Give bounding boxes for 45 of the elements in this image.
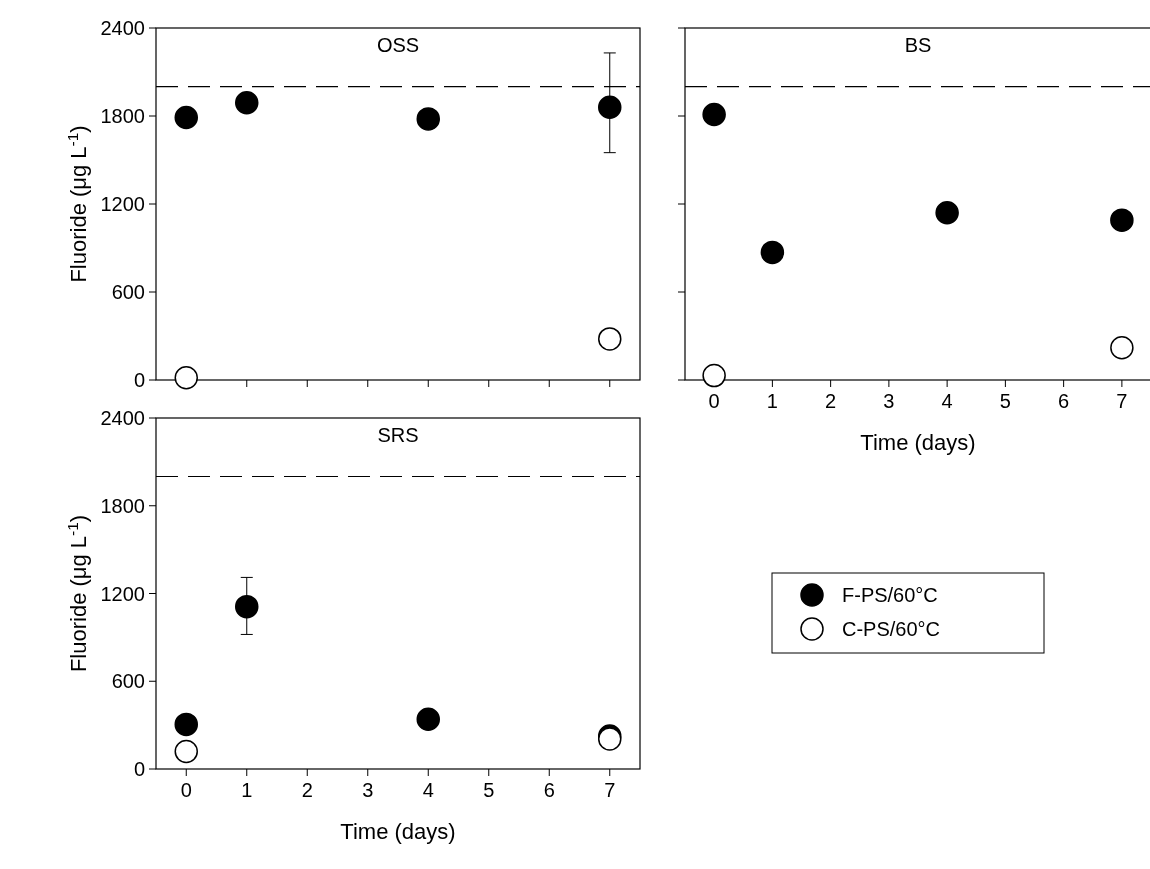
x-tick-label: 2 bbox=[301, 779, 313, 801]
chart-title: BS bbox=[904, 34, 932, 56]
y-tick-label: 0 bbox=[133, 758, 145, 780]
x-tick-label: 3 bbox=[362, 779, 374, 801]
y-tick-label: 1800 bbox=[100, 494, 145, 517]
y-tick-label: 1800 bbox=[100, 105, 145, 127]
y-tick-label: 600 bbox=[111, 281, 145, 303]
point bbox=[935, 201, 959, 225]
x-axis-title: Time (days) bbox=[340, 819, 456, 844]
legend-label: C-PS/60°C bbox=[842, 618, 941, 640]
x-tick-label: 5 bbox=[999, 390, 1011, 412]
legend-label: F-PS/60°C bbox=[842, 584, 938, 606]
point bbox=[416, 707, 440, 732]
y-tick-label: 600 bbox=[111, 670, 145, 693]
x-tick-label: 7 bbox=[1116, 390, 1128, 412]
point bbox=[598, 95, 622, 119]
chart-title: OSS bbox=[376, 34, 420, 56]
x-tick-label: 6 bbox=[1058, 390, 1070, 412]
y-tick-label: 0 bbox=[133, 369, 145, 391]
point bbox=[416, 107, 440, 131]
x-tick-label: 5 bbox=[483, 779, 495, 801]
point bbox=[235, 91, 259, 115]
x-tick-label: 1 bbox=[766, 390, 778, 412]
y-tick-label: 2400 bbox=[100, 17, 145, 39]
x-tick-label: 0 bbox=[708, 390, 720, 412]
x-axis-title: Time (days) bbox=[860, 430, 976, 455]
x-tick-label: 4 bbox=[422, 779, 434, 801]
point bbox=[174, 105, 198, 130]
point bbox=[174, 712, 198, 737]
x-tick-label: 6 bbox=[543, 779, 555, 801]
x-tick-label: 0 bbox=[180, 779, 192, 801]
y-tick-label: 2400 bbox=[100, 407, 145, 429]
point bbox=[760, 240, 785, 265]
x-tick-label: 2 bbox=[825, 390, 837, 412]
x-tick-label: 4 bbox=[941, 390, 953, 412]
point bbox=[174, 366, 198, 390]
x-tick-label: 3 bbox=[883, 390, 895, 412]
point bbox=[1110, 208, 1134, 232]
chart-title: SRS bbox=[377, 424, 419, 446]
x-tick-label: 7 bbox=[604, 779, 616, 801]
point bbox=[702, 102, 726, 127]
point bbox=[235, 594, 259, 619]
y-tick-label: 1200 bbox=[100, 193, 145, 215]
x-tick-label: 1 bbox=[241, 779, 253, 801]
y-tick-label: 1200 bbox=[100, 582, 145, 605]
